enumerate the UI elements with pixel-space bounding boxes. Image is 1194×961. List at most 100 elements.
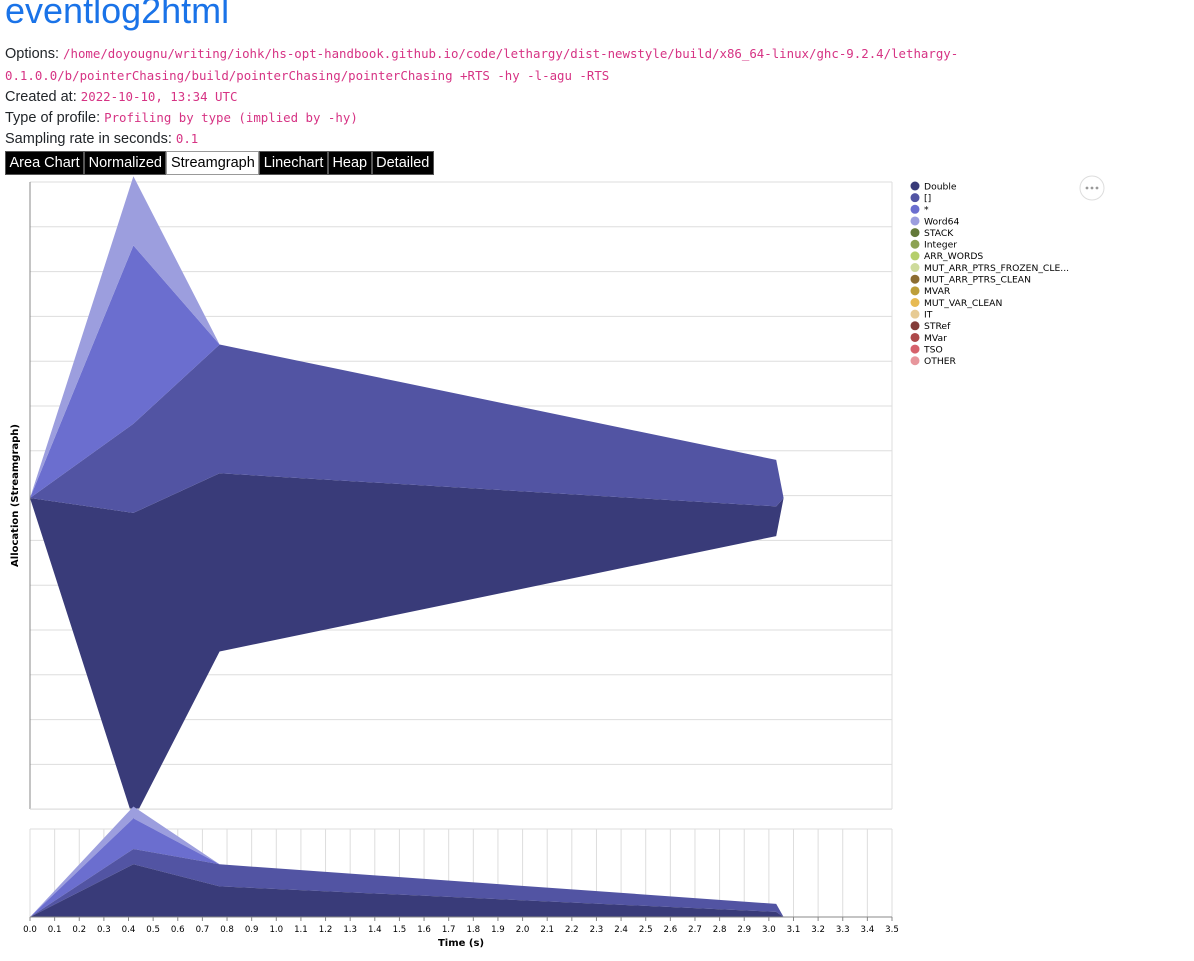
x-tick-label: 2.5 <box>639 925 653 935</box>
legend-swatch <box>910 181 920 191</box>
x-tick-label: 3.0 <box>762 925 776 935</box>
x-tick-label: 2.6 <box>664 925 678 935</box>
x-axis-title: Time (s) <box>438 938 484 949</box>
legend-swatch <box>910 332 920 342</box>
created-label: Created at: <box>5 89 77 105</box>
x-tick-label: 2.1 <box>540 925 554 935</box>
main-chart-areas <box>30 176 784 820</box>
legend-item[interactable]: MUT_ARR_PTRS_CLEAN <box>910 274 1031 286</box>
sampling-rate-label: Sampling rate in seconds: <box>5 131 172 147</box>
x-tick-label: 0.5 <box>146 925 160 935</box>
x-tick-label: 3.1 <box>787 925 801 935</box>
legend-label: MUT_ARR_PTRS_FROZEN_CLE... <box>924 263 1069 274</box>
x-tick-label: 2.3 <box>590 925 604 935</box>
x-tick-label: 1.5 <box>393 925 407 935</box>
tab-area-chart[interactable]: Area Chart <box>5 151 85 175</box>
legend-label: TSO <box>923 344 943 355</box>
legend-label: IT <box>924 309 933 320</box>
x-tick-label: 1.7 <box>442 925 456 935</box>
tab-heap[interactable]: Heap <box>327 151 372 175</box>
x-tick-label: 0.8 <box>220 925 234 935</box>
legend-swatch <box>910 286 920 296</box>
created-value: 2022-10-10, 13:34 UTC <box>80 89 238 104</box>
legend-item[interactable]: IT <box>910 309 933 320</box>
legend-swatch <box>910 274 920 284</box>
legend-label: * <box>924 205 929 216</box>
profile-type-value: Profiling by type (implied by -hy) <box>104 110 358 125</box>
legend-label: Word64 <box>924 216 959 227</box>
legend-swatch <box>910 216 920 226</box>
options-label: Options: <box>5 46 59 62</box>
legend-label: MVar <box>924 333 947 344</box>
options-value: /home/doyougnu/writing/iohk/hs-opt-handb… <box>5 46 959 83</box>
profile-type-row: Type of profile: Profiling by type (impl… <box>5 107 358 129</box>
options-row: Options: /home/doyougnu/writing/iohk/hs-… <box>5 43 1193 87</box>
legend-label: MUT_ARR_PTRS_CLEAN <box>924 275 1031 286</box>
profile-type-label: Type of profile: <box>5 110 101 126</box>
overview-chart-areas <box>30 806 784 917</box>
x-tick-label: 2.7 <box>688 925 702 935</box>
tab-normalized[interactable]: Normalized <box>84 151 167 175</box>
x-tick-label: 1.0 <box>269 925 283 935</box>
x-axis-ticks: 0.0 0.1 0.2 0.3 0.4 0.5 0.6 0.7 0.8 0.9 1.0 1.1 1.2 1… <box>23 917 899 935</box>
sampling-rate-row: Sampling rate in seconds: 0.1 <box>5 128 198 150</box>
x-tick-label: 1.9 <box>491 925 505 935</box>
x-tick-label: 0.2 <box>72 925 86 935</box>
x-tick-label: 1.2 <box>319 925 333 935</box>
legend-item[interactable]: Integer <box>910 240 958 251</box>
sampling-rate-value: 0.1 <box>175 131 199 146</box>
legend-item[interactable]: OTHER <box>910 356 957 367</box>
page-title: eventlog2html <box>5 0 230 31</box>
legend-item[interactable]: * <box>910 204 930 216</box>
x-tick-label: 1.3 <box>343 925 357 935</box>
tab-detailed[interactable]: Detailed <box>371 151 434 175</box>
x-tick-label: 0.6 <box>171 925 185 935</box>
legend-label: MVAR <box>924 286 951 297</box>
legend-swatch <box>910 204 920 214</box>
legend-item[interactable]: MVAR <box>910 286 951 297</box>
legend-item[interactable]: STRef <box>910 321 952 332</box>
y-axis-title: Allocation (Streamgraph) <box>10 424 21 567</box>
x-tick-label: 0.0 <box>23 925 37 935</box>
x-tick-label: 1.4 <box>368 925 382 935</box>
chart-actions-menu[interactable] <box>1079 175 1105 201</box>
legend-item[interactable]: [] <box>910 193 932 204</box>
legend-swatch <box>910 251 920 261</box>
legend-item[interactable]: Word64 <box>910 216 960 227</box>
legend-swatch <box>910 321 920 331</box>
legend-label: Double <box>924 181 957 192</box>
legend-item[interactable]: Double <box>910 181 957 192</box>
x-tick-label: 1.8 <box>466 925 480 935</box>
x-tick-label: 3.4 <box>861 925 875 935</box>
tab-linechart[interactable]: Linechart <box>259 151 328 175</box>
x-tick-label: 2.9 <box>737 925 751 935</box>
main-chart-frame <box>29 182 893 810</box>
x-tick-label: 2.0 <box>516 925 530 935</box>
x-tick-label: 0.4 <box>122 925 136 935</box>
x-tick-label: 3.3 <box>836 925 850 935</box>
legend-swatch <box>910 263 920 273</box>
x-tick-label: 2.2 <box>565 925 579 935</box>
legend-item[interactable]: MVar <box>910 332 948 344</box>
legend-item[interactable]: ARR_WORDS <box>910 251 984 262</box>
x-tick-label: 0.1 <box>48 925 62 935</box>
legend-item[interactable]: TSO <box>910 344 943 355</box>
legend-swatch <box>910 298 920 307</box>
legend-swatch <box>910 344 920 354</box>
created-row: Created at: 2022-10-10, 13:34 UTC <box>5 86 237 108</box>
legend-item[interactable]: MUT_ARR_PTRS_FROZEN_CLE... <box>910 263 1070 274</box>
x-tick-label: 3.2 <box>811 925 825 935</box>
legend-item[interactable]: MUT_VAR_CLEAN <box>910 298 1003 309</box>
tab-streamgraph[interactable]: Streamgraph <box>166 151 260 175</box>
chart-tabs: Area Chart Normalized Streamgraph Linech… <box>5 151 434 175</box>
legend-swatch <box>910 356 920 366</box>
x-tick-label: 1.1 <box>294 925 308 935</box>
legend-swatch <box>910 228 920 238</box>
legend: Double[]*Word64STACKIntegerARR_WORDSMUT_… <box>910 181 1070 367</box>
area-series-2 <box>30 344 784 513</box>
legend-label: [] <box>924 193 931 204</box>
legend-item[interactable]: STACK <box>910 228 955 239</box>
legend-label: STACK <box>924 228 954 239</box>
x-tick-label: 2.4 <box>614 925 628 935</box>
